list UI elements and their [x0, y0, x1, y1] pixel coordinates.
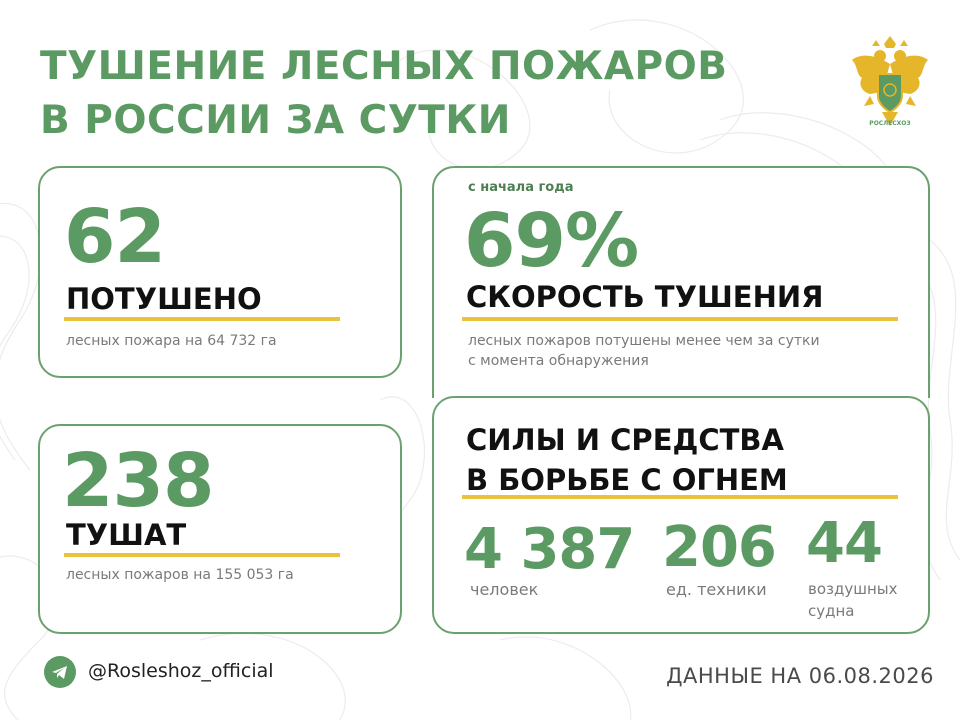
people-label: человек — [470, 580, 539, 599]
forces-underline — [462, 495, 898, 499]
extinguished-description: лесных пожара на 64 732 га — [66, 333, 277, 349]
in-progress-label: ТУШАТ — [66, 518, 187, 552]
forces-title: СИЛЫ И СРЕДСТВА В БОРЬБЕ С ОГНЕМ — [466, 420, 788, 500]
aircraft-label-line-1: воздушных — [808, 580, 898, 598]
aircraft-label: воздушных судна — [808, 578, 898, 622]
aircraft-count: 44 — [806, 511, 883, 576]
page-title: ТУШЕНИЕ ЛЕСНЫХ ПОЖАРОВ В РОССИИ ЗА СУТКИ — [40, 40, 728, 148]
telegram-icon[interactable] — [44, 656, 76, 688]
in-progress-card — [38, 424, 402, 634]
data-date: ДАННЫЕ НА 06.08.2026 — [666, 664, 934, 688]
in-progress-description: лесных пожаров на 155 053 га — [66, 567, 294, 583]
speed-card — [432, 166, 930, 398]
aircraft-label-line-2: судна — [808, 602, 855, 620]
emblem-caption: РОСЛЕСХОЗ — [869, 120, 911, 127]
speed-label: СКОРОСТЬ ТУШЕНИЯ — [466, 280, 824, 314]
speed-description-line-1: лесных пожаров потушены менее чем за сут… — [468, 333, 820, 349]
double-headed-eagle-emblem-icon — [852, 36, 928, 126]
speed-period: с начала года — [468, 180, 574, 195]
speed-description-line-2: с момента обнаружения — [468, 353, 649, 369]
in-progress-count: 238 — [62, 438, 214, 524]
speed-percent: 69% — [464, 198, 639, 284]
in-progress-underline — [64, 553, 340, 557]
extinguished-count: 62 — [64, 194, 166, 280]
people-count: 4 387 — [464, 517, 635, 582]
telegram-handle-link[interactable]: @Rosleshoz_official — [88, 660, 274, 682]
machines-count: 206 — [662, 515, 777, 580]
forces-title-line-2: В БОРЬБЕ С ОГНЕМ — [466, 463, 788, 497]
telegram-plane-glyph — [52, 666, 67, 679]
forces-card — [432, 396, 930, 634]
extinguished-underline — [64, 317, 340, 321]
speed-underline — [462, 317, 898, 321]
machines-label: ед. техники — [666, 580, 767, 599]
forces-title-line-1: СИЛЫ И СРЕДСТВА — [466, 423, 784, 457]
title-line-2: В РОССИИ ЗА СУТКИ — [40, 98, 511, 143]
extinguished-label: ПОТУШЕНО — [66, 282, 262, 316]
extinguished-card — [38, 166, 402, 378]
title-line-1: ТУШЕНИЕ ЛЕСНЫХ ПОЖАРОВ — [40, 44, 728, 89]
